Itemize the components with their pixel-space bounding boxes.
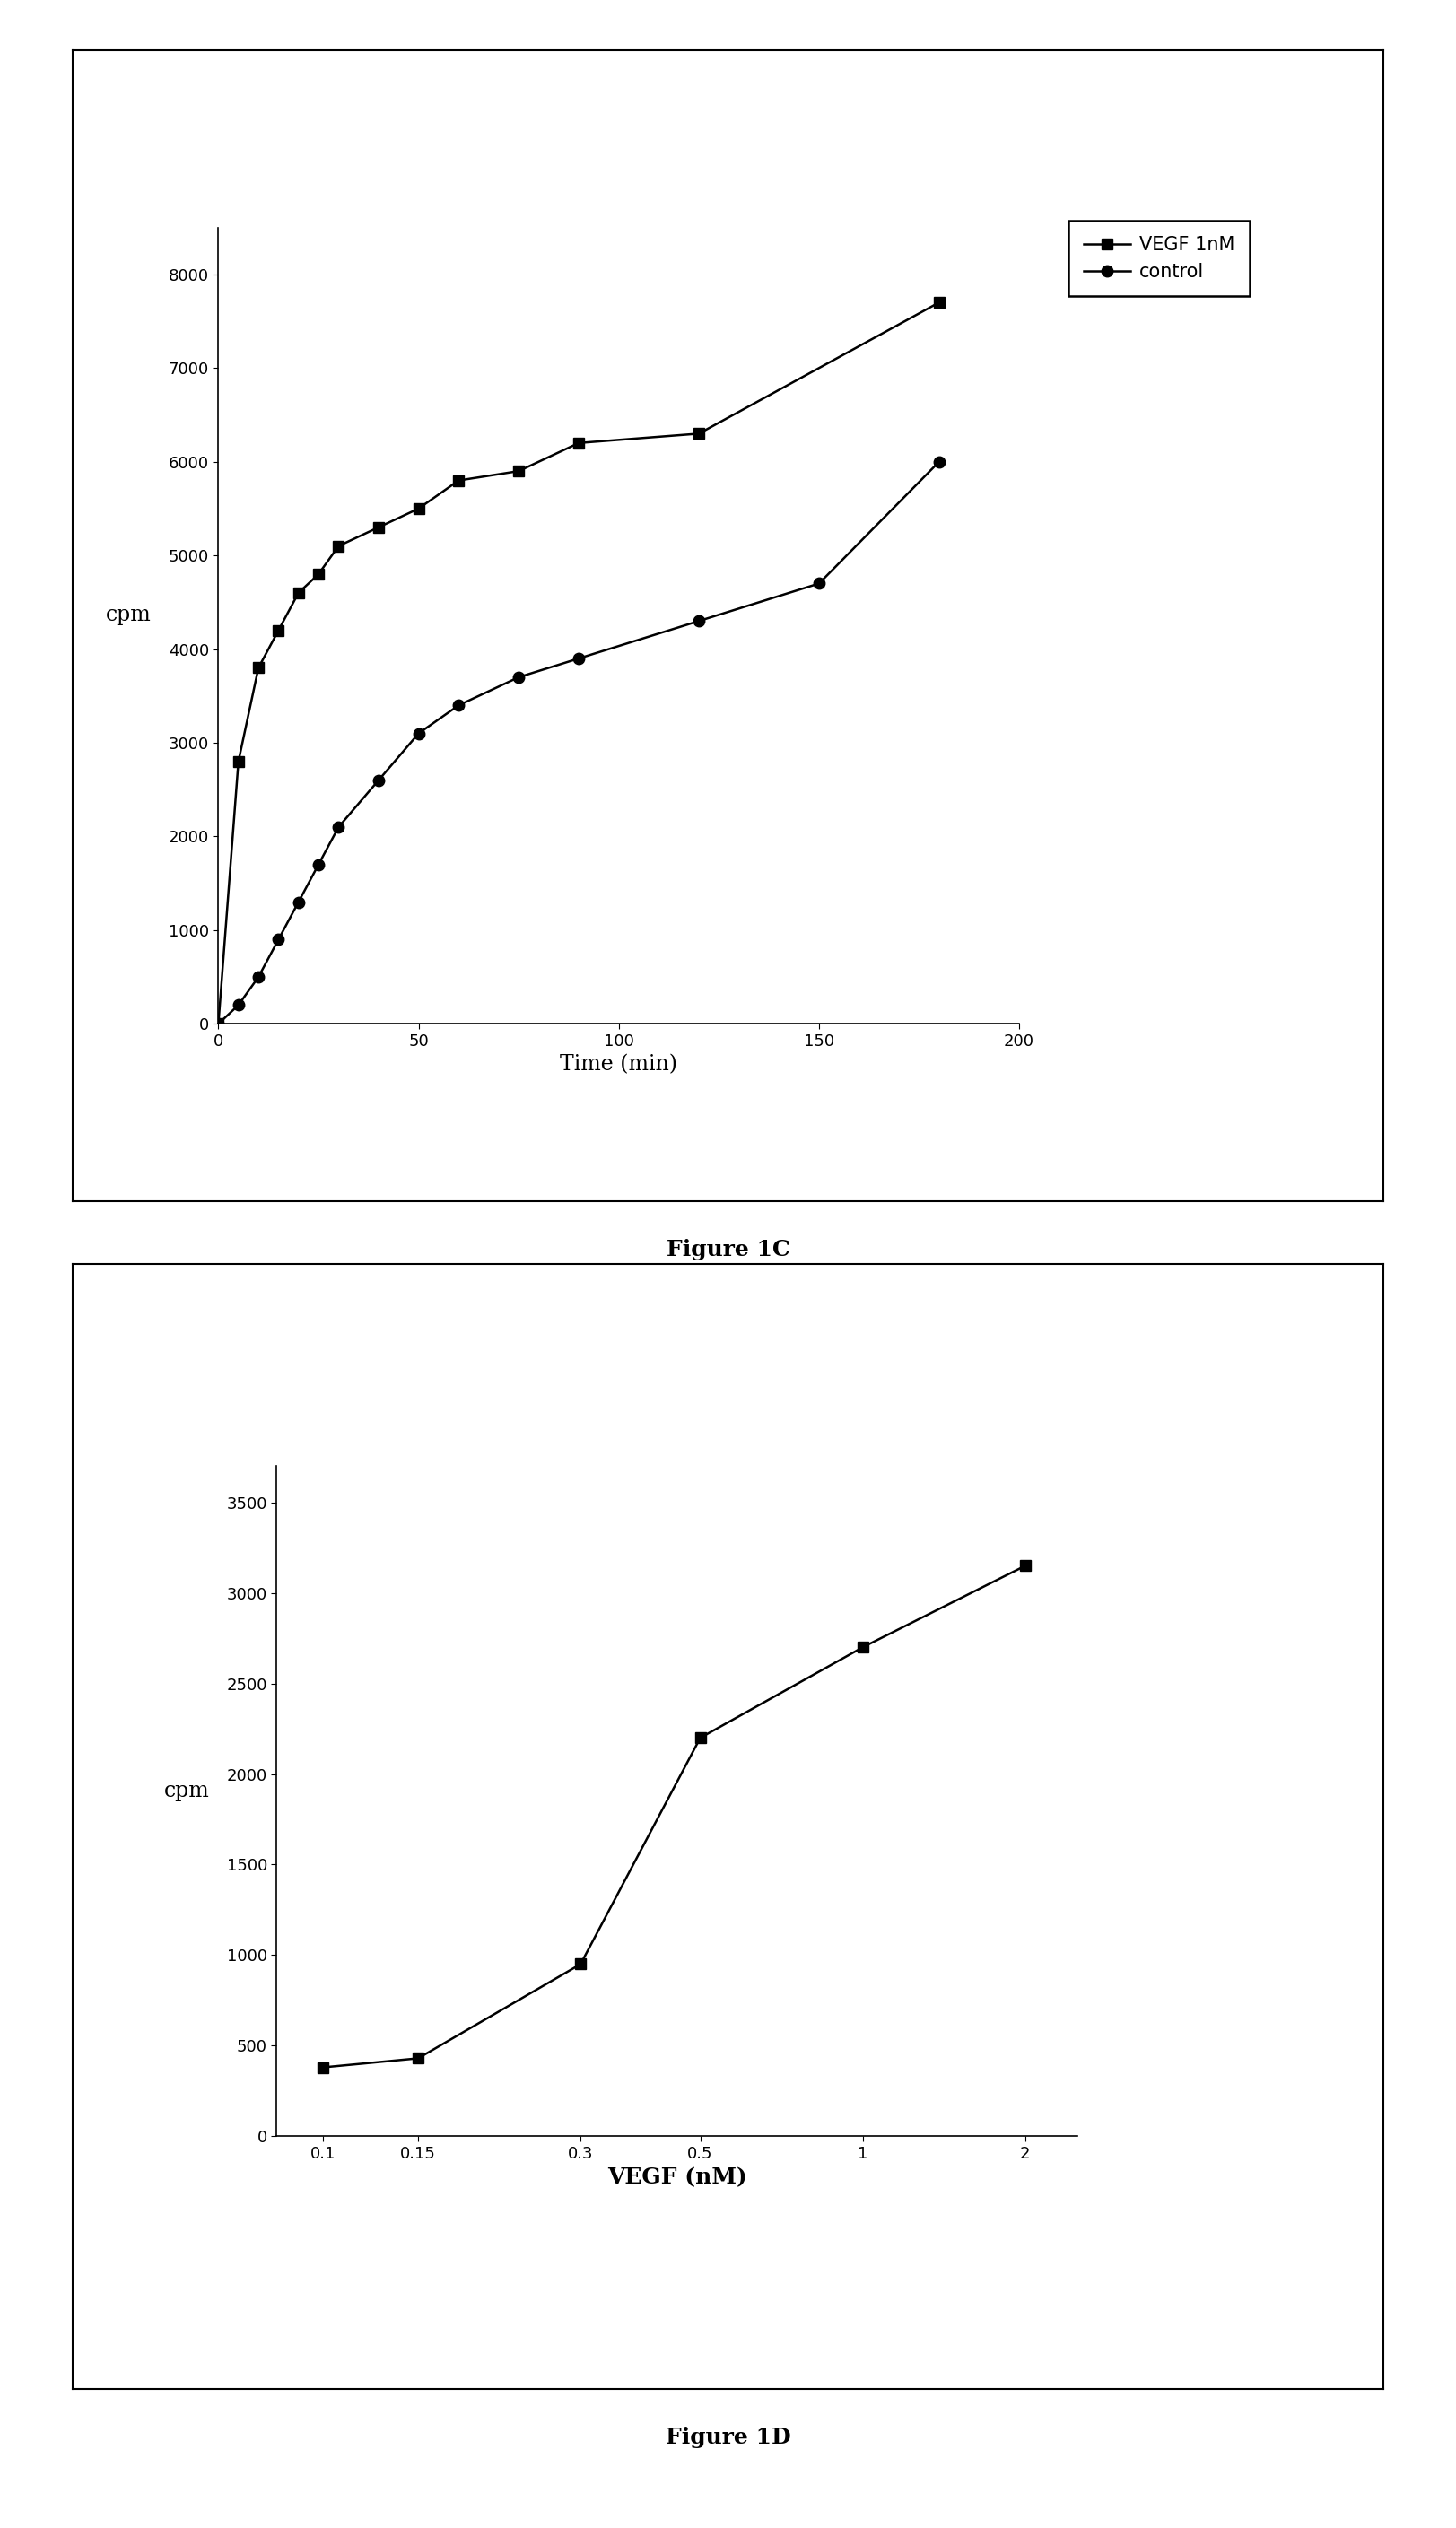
Legend: VEGF 1nM, control: VEGF 1nM, control xyxy=(1069,220,1251,296)
Y-axis label: cpm: cpm xyxy=(165,1780,210,1800)
VEGF 1nM xyxy=(690,420,708,450)
control xyxy=(411,718,428,748)
VEGF 1nM xyxy=(310,559,328,589)
X-axis label: Time (min): Time (min) xyxy=(561,1054,677,1074)
control xyxy=(269,925,287,956)
VEGF 1nM xyxy=(370,513,387,544)
control xyxy=(230,991,248,1021)
control xyxy=(930,447,948,478)
VEGF 1nM xyxy=(290,579,307,609)
VEGF 1nM xyxy=(450,465,467,495)
Y-axis label: cpm: cpm xyxy=(106,604,151,624)
control xyxy=(210,1009,227,1039)
control xyxy=(450,690,467,720)
control xyxy=(370,766,387,796)
VEGF 1nM xyxy=(210,1009,227,1039)
Text: Figure 1D: Figure 1D xyxy=(665,2427,791,2450)
Text: Figure 1C: Figure 1C xyxy=(667,1239,789,1261)
X-axis label: VEGF (nM): VEGF (nM) xyxy=(607,2166,747,2189)
control xyxy=(571,642,588,672)
VEGF 1nM xyxy=(269,614,287,645)
control xyxy=(310,849,328,880)
Line: VEGF 1nM: VEGF 1nM xyxy=(213,296,945,1029)
control xyxy=(510,662,527,693)
VEGF 1nM xyxy=(230,746,248,776)
Line: control: control xyxy=(213,455,945,1029)
VEGF 1nM xyxy=(411,493,428,523)
VEGF 1nM xyxy=(250,652,268,683)
control xyxy=(250,961,268,991)
control xyxy=(331,811,348,842)
VEGF 1nM xyxy=(930,288,948,319)
control xyxy=(290,887,307,918)
VEGF 1nM xyxy=(571,427,588,458)
VEGF 1nM xyxy=(331,531,348,561)
VEGF 1nM xyxy=(510,455,527,485)
control xyxy=(690,607,708,637)
control xyxy=(811,569,828,599)
